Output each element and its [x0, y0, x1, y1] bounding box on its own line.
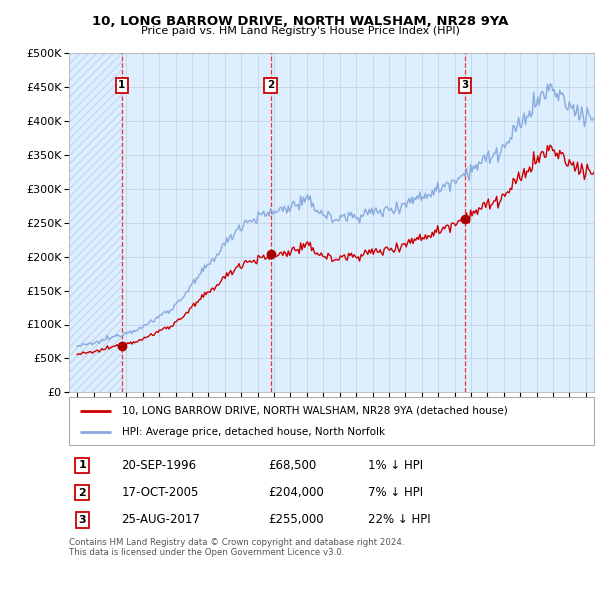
Text: 20-SEP-1996: 20-SEP-1996	[121, 459, 197, 472]
Text: 2: 2	[267, 80, 274, 90]
Text: £68,500: £68,500	[269, 459, 317, 472]
Bar	[69, 53, 122, 392]
Text: 7% ↓ HPI: 7% ↓ HPI	[368, 486, 424, 499]
Text: £255,000: £255,000	[269, 513, 324, 526]
Text: 22% ↓ HPI: 22% ↓ HPI	[368, 513, 431, 526]
Text: 3: 3	[79, 515, 86, 525]
Text: £204,000: £204,000	[269, 486, 324, 499]
Text: 1: 1	[118, 80, 125, 90]
Text: 10, LONG BARROW DRIVE, NORTH WALSHAM, NR28 9YA (detached house): 10, LONG BARROW DRIVE, NORTH WALSHAM, NR…	[121, 405, 507, 415]
Text: 25-AUG-2017: 25-AUG-2017	[121, 513, 200, 526]
Text: Price paid vs. HM Land Registry's House Price Index (HPI): Price paid vs. HM Land Registry's House …	[140, 26, 460, 36]
Text: Contains HM Land Registry data © Crown copyright and database right 2024.
This d: Contains HM Land Registry data © Crown c…	[69, 538, 404, 558]
Text: 17-OCT-2005: 17-OCT-2005	[121, 486, 199, 499]
Text: HPI: Average price, detached house, North Norfolk: HPI: Average price, detached house, Nort…	[121, 427, 385, 437]
Text: 1% ↓ HPI: 1% ↓ HPI	[368, 459, 424, 472]
Text: 1: 1	[78, 460, 86, 470]
FancyBboxPatch shape	[69, 397, 594, 445]
Bar	[69, 53, 122, 392]
Text: 10, LONG BARROW DRIVE, NORTH WALSHAM, NR28 9YA: 10, LONG BARROW DRIVE, NORTH WALSHAM, NR…	[92, 15, 508, 28]
Text: 2: 2	[78, 488, 86, 497]
Text: 3: 3	[461, 80, 469, 90]
